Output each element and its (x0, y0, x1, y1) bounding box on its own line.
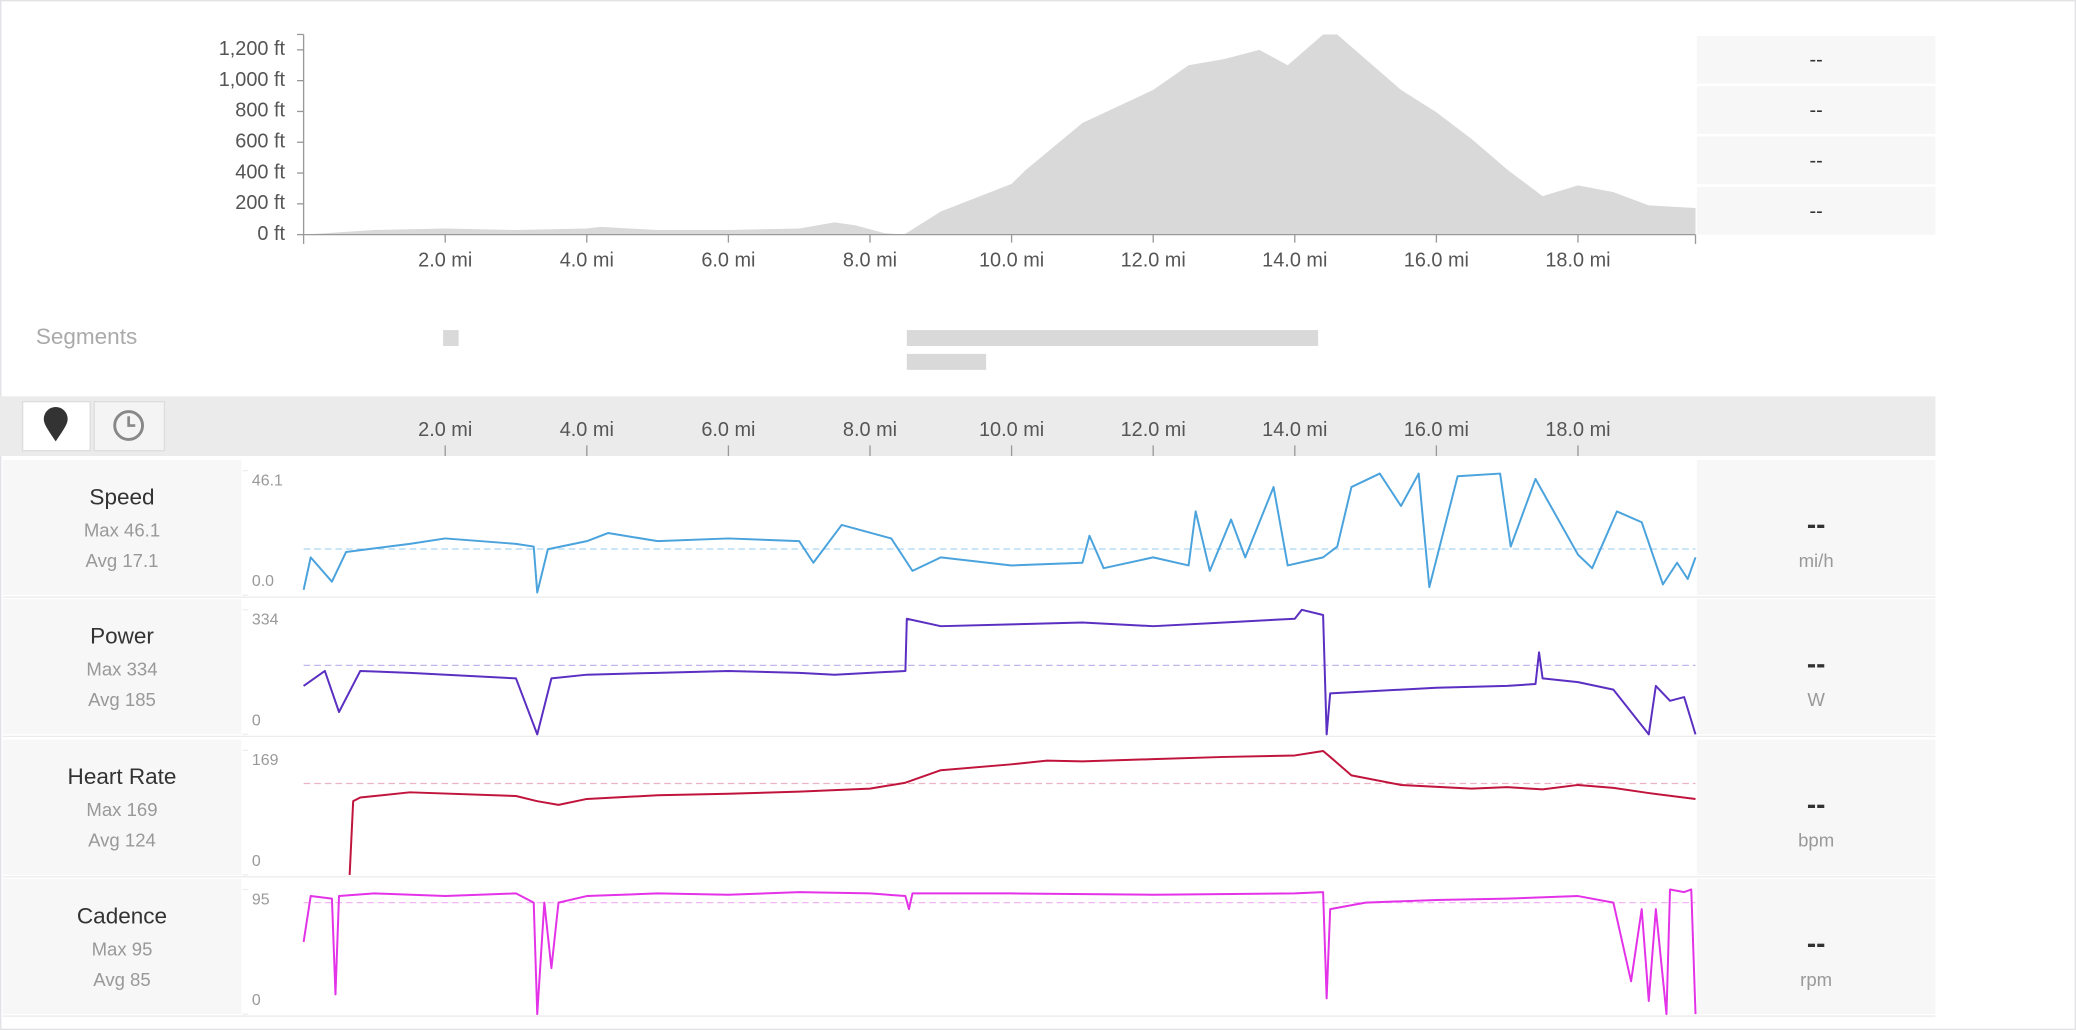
stream-value-panel (1696, 459, 1936, 596)
y-tick-label: 800 ft (235, 100, 285, 122)
x-tick-label: 18.0 mi (1545, 419, 1610, 441)
stream-avg: Avg 85 (93, 969, 150, 990)
stream-value: -- (1807, 788, 1826, 819)
stream-plot-bg (242, 878, 1696, 1015)
x-tick-label: 10.0 mi (979, 419, 1044, 441)
x-tick-label: 8.0 mi (843, 249, 897, 271)
side-cell (1696, 186, 1936, 235)
y-tick-label: 0 ft (257, 223, 285, 245)
stream-avg: Avg 185 (88, 689, 156, 710)
y-tick-label: 46.1 (252, 472, 283, 489)
y-tick-label: 0 (252, 712, 261, 729)
stream-label-panel (2, 739, 242, 875)
stream-plot-bg (242, 459, 1696, 596)
x-tick-label: 4.0 mi (560, 249, 614, 271)
y-tick-label: 169 (252, 752, 279, 769)
stream-label-panel (2, 459, 242, 596)
clock-icon (113, 410, 145, 441)
stream-avg: Avg 17.1 (86, 550, 159, 571)
stream-line (302, 472, 1697, 594)
x-tick-label: 12.0 mi (1121, 419, 1186, 441)
x-tick-label: 16.0 mi (1404, 249, 1469, 271)
stream-max: Max 169 (86, 799, 157, 820)
stream-value-panel (1696, 599, 1936, 735)
stream-value-panel (1696, 878, 1936, 1015)
stream-name: Cadence (77, 903, 167, 928)
x-tick-label: 2.0 mi (418, 419, 472, 441)
stream-plot-bg (242, 739, 1696, 875)
y-tick-label: 200 ft (235, 192, 285, 214)
stream-max: Max 46.1 (84, 519, 160, 540)
segments (443, 330, 1319, 370)
x-tick-label: 12.0 mi (1121, 249, 1186, 271)
streams: Speed Max 46.1 Avg 17.1 -- mi/h 0.0 46.1 Power M… (2, 459, 1936, 1017)
stream-row: Power Max 334 Avg 185 -- W 0 334 (2, 599, 1936, 738)
x-tick-label: 18.0 mi (1545, 249, 1610, 271)
side-cell (1696, 35, 1936, 84)
stream-row: Speed Max 46.1 Avg 17.1 -- mi/h 0.0 46.1 (2, 459, 1936, 598)
side-value: -- (1810, 49, 1823, 71)
y-tick-label: 0 (252, 992, 261, 1009)
x-tick-label: 4.0 mi (560, 419, 614, 441)
stream-name: Power (90, 624, 154, 649)
segment-bar (906, 353, 987, 370)
segments-label: Segments (36, 324, 137, 349)
x-tick-label: 14.0 mi (1262, 419, 1327, 441)
elevation-area (303, 34, 1696, 235)
stream-name: Speed (89, 484, 154, 509)
x-tick-label: 6.0 mi (701, 249, 755, 271)
stream-line (348, 750, 1696, 875)
stream-value-panel (1696, 739, 1936, 875)
stream-unit: rpm (1800, 969, 1832, 990)
y-tick-label: 400 ft (235, 161, 285, 183)
stream-plot-bg (242, 599, 1696, 735)
stream-name: Heart Rate (68, 764, 177, 789)
y-tick-label: 1,200 ft (219, 38, 286, 60)
segment-bar (906, 330, 1319, 346)
stream-x-axis: 2.0 mi 4.0 mi 6.0 mi 8.0 mi 10.0 mi 12.0 mi 14… (418, 419, 1611, 457)
stream-max: Max 334 (86, 659, 157, 680)
y-tick-label: 0 (252, 853, 261, 870)
stream-unit: W (1807, 689, 1825, 710)
y-tick-label: 600 ft (235, 130, 285, 152)
y-tick-label: 0.0 (252, 573, 274, 590)
side-value: -- (1810, 150, 1823, 172)
x-tick-label: 2.0 mi (418, 249, 472, 271)
pin-icon (43, 406, 68, 442)
side-value: -- (1810, 100, 1823, 122)
side-value: -- (1810, 200, 1823, 222)
side-cell (1696, 136, 1936, 185)
x-tick-label: 6.0 mi (701, 419, 755, 441)
y-tick-label: 1,000 ft (219, 69, 286, 91)
stream-value: -- (1807, 928, 1826, 959)
stream-row: Cadence Max 95 Avg 85 -- rpm 0 95 (2, 878, 1936, 1017)
x-tick-label: 8.0 mi (843, 419, 897, 441)
stream-line (303, 608, 1697, 736)
elevation-chart: 0 ft 200 ft 400 ft 600 ft 800 ft 1,000 ft 1,20… (219, 33, 1697, 271)
y-tick-label: 95 (252, 891, 270, 908)
stream-label-panel (2, 878, 242, 1015)
clock-hands (127, 416, 136, 427)
stream-avg: Avg 124 (88, 830, 156, 851)
y-tick-label: 334 (252, 612, 279, 629)
stream-value: -- (1807, 648, 1826, 679)
stream-line (302, 888, 1697, 1016)
x-tick-label: 14.0 mi (1262, 249, 1327, 271)
stream-unit: mi/h (1799, 550, 1834, 571)
side-cell (1696, 86, 1936, 134)
x-tick-label: 10.0 mi (979, 249, 1044, 271)
segment-bar (443, 330, 459, 346)
side-panel: -- -- -- -- (1696, 35, 1936, 235)
stream-unit: bpm (1798, 830, 1834, 851)
tab-bar (0, 396, 1936, 457)
x-tick-label: 16.0 mi (1404, 419, 1469, 441)
stream-value: -- (1807, 509, 1826, 540)
stream-label-panel (2, 599, 242, 735)
stream-row: Heart Rate Max 169 Avg 124 -- bpm 0 169 (2, 739, 1936, 878)
stream-max: Max 95 (92, 938, 153, 959)
